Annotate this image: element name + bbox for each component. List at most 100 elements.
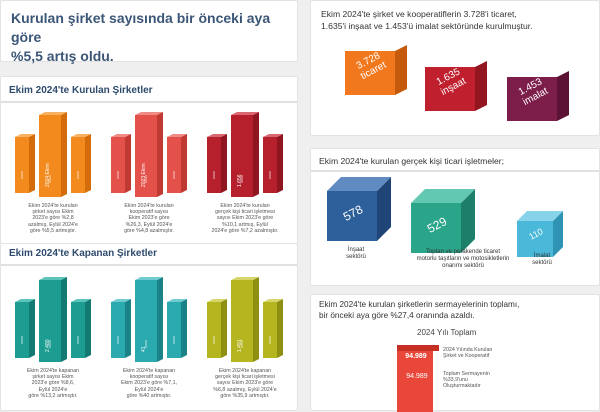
kurulan-group-1-bar-3-top <box>71 134 91 137</box>
kurulan-group-2-bar-3-side <box>181 134 187 193</box>
kurulan-group-1-bar-1-front <box>15 137 29 193</box>
kurulan-group-2-center-label: 2023 Ekim <box>141 163 147 187</box>
kapanan-group-1-bar-1-front <box>15 302 29 358</box>
kapanan-group-3-bar-1-top <box>207 299 227 302</box>
kurulan-group-1-bar-1-side <box>29 134 35 193</box>
sermaye-title: Ekim 2024'te kurulan şirketlerin sermaye… <box>319 300 520 320</box>
gercek-cube-2-front <box>411 203 461 253</box>
kurulan-card: Ekim 2024'te Kurulan Şirketler 2024 Ekim… <box>0 76 298 244</box>
kurulan-group-3-graphic <box>207 112 283 197</box>
gercek-cube-2-top <box>411 189 475 203</box>
kapanan-group-1-center-label: 2.480 <box>45 339 51 352</box>
kapanan-group-1-bar-2-front <box>39 280 61 362</box>
kurulan-group-2-caption: Ekim 2024'te kurulan kooperatif sayısı E… <box>124 203 174 234</box>
sermaye-subtitle: 2024 Yılı Toplam <box>417 328 477 337</box>
gercek-cube-3-front <box>517 221 553 257</box>
sektor-box-3-side <box>557 71 569 121</box>
kapanan-group-3-bar-1-side <box>221 299 227 358</box>
kurulan-divider <box>1 101 297 103</box>
kurulan-group-1-bar-3-side <box>85 134 91 193</box>
kurulan-group-3-caption: Ekim 2024'te kurulan gerçek kişi ticari … <box>211 203 279 234</box>
kapanan-group-3-bar-3-side <box>277 299 283 358</box>
gercek-card: Ekim 2024'te kurulan gerçek kişi ticari … <box>310 148 600 286</box>
kurulan-group-1-caption: Ekim 2024'te kurulan şirket sayısı Ekim … <box>28 203 78 234</box>
kapanan-group-1-bar-3-front <box>71 302 85 358</box>
kurulan-group-2-bar-3-front <box>167 137 181 193</box>
kapanan-group-2-bar-3-front <box>167 302 181 358</box>
sermaye-bar <box>397 350 433 412</box>
kapanan-group-2-bar-2-front <box>135 280 157 362</box>
sermaye-card: Ekim 2024'te kurulan şirketlerin sermaye… <box>310 294 600 412</box>
kurulan-group-1-bar-2-side <box>61 112 67 197</box>
kapanan-card: Ekim 2024'te Kapanan Şirketler 2.480 Ekim… <box>0 244 298 411</box>
kapanan-group-1-bar-3-top <box>71 299 91 302</box>
kurulan-title: Ekim 2024'te Kurulan Şirketler <box>9 85 153 96</box>
kapanan-group-3-graphic <box>207 277 283 362</box>
kurulan-group-3-bar-3-side <box>277 134 283 193</box>
gercek-cube-1-front <box>327 191 377 241</box>
kurulan-group-3-bar-2-front <box>231 115 253 197</box>
sektor-box-1-side <box>395 45 407 95</box>
sermaye-label-top: 2024 Yılında Kurulan Şirket ve Kooperati… <box>443 347 493 360</box>
kurulan-group-2-bar-1-top <box>111 134 131 137</box>
kurulan-group-3-bar-1-side <box>221 134 227 193</box>
sektor-card: Ekim 2024'te şirket ve kooperatiflerin 3… <box>310 0 600 136</box>
kurulan-group-3-bar-1-front <box>207 137 221 193</box>
gercek-cube-2-graphic <box>411 189 475 253</box>
kurulan-group-3-bar-3-top <box>263 134 283 137</box>
kapanan-group-1-bar-1-side <box>29 299 35 358</box>
sermaye-value-mid: 94.989 <box>406 373 428 380</box>
gercek-divider <box>311 170 599 172</box>
kurulan-group-3-bar-2-top <box>231 112 259 115</box>
gercek-cube-3-side <box>553 211 563 257</box>
kurulan-group-1-graphic <box>15 112 91 197</box>
kapanan-group-3-caption: Ekim 2024'te kapanan gerçek kişi ticari … <box>213 368 277 399</box>
kapanan-divider <box>1 264 297 266</box>
kapanan-group-2-graphic <box>111 277 187 362</box>
sektor-box-3-graphic <box>507 71 569 121</box>
kapanan-group-3-bar-2-front <box>231 280 253 362</box>
kapanan-group-1-caption: Ekim 2024'te kapanan şirket sayısı Ekim … <box>26 368 80 399</box>
kurulan-group-2-bar-1-front <box>111 137 125 193</box>
kapanan-group-3-bar-3-top <box>263 299 283 302</box>
kurulan-group-3-bar-1-top <box>207 134 227 137</box>
kapanan-group-2-caption: Ekim 2024'te kapanan kooperatif sayısı E… <box>120 368 178 399</box>
kapanan-group-1-bar-2-top <box>39 277 67 280</box>
gercek-cube-3-top <box>517 211 563 221</box>
kurulan-group-1-center-label: 2024 Ekim <box>45 163 51 187</box>
sektor-box-3-front <box>507 77 557 121</box>
kurulan-group-2-bar-1-side <box>125 134 131 193</box>
kapanan-group-1-bar-1-top <box>15 299 35 302</box>
sektor-title: Ekim 2024'te şirket ve kooperatiflerin 3… <box>321 9 533 31</box>
header-title: Kurulan şirket sayısında bir önceki aya … <box>11 10 271 64</box>
gercek-cube-1-label: İnşaat sektörü <box>346 247 366 260</box>
kurulan-group-1-bar-2-top <box>39 112 67 115</box>
gercek-cube-1-side <box>377 177 391 241</box>
gercek-title: Ekim 2024'te kurulan gerçek kişi ticari … <box>319 156 505 166</box>
kapanan-group-2-bar-1-front <box>111 302 125 358</box>
kapanan-group-2-bar-2-side <box>157 277 163 362</box>
kurulan-group-3-bar-2-side <box>253 112 259 197</box>
kapanan-group-1-bar-2-side <box>61 277 67 362</box>
kurulan-group-2-bar-2-front <box>135 115 157 197</box>
kapanan-group-2-bar-2-top <box>135 277 163 280</box>
sektor-box-2-front <box>425 67 475 111</box>
kapanan-group-3-bar-1-front <box>207 302 221 358</box>
kurulan-group-2-bar-2-side <box>157 112 163 197</box>
sermaye-bar-top <box>397 345 439 351</box>
gercek-cube-2-label: Toptan ve perakende ticaret motorlu taşı… <box>416 249 510 269</box>
kapanan-group-2-bar-1-side <box>125 299 131 358</box>
gercek-cube-1-top <box>327 177 391 191</box>
sektor-box-2-side <box>475 61 487 111</box>
kapanan-group-2-bar-1-top <box>111 299 131 302</box>
gercek-cube-3-label: İmalat sektörü <box>532 253 552 266</box>
kapanan-group-1-graphic <box>15 277 91 362</box>
kapanan-group-2-bar-3-top <box>167 299 187 302</box>
kapanan-group-3-center-label: 1.491 <box>237 339 243 352</box>
header-card: Kurulan şirket sayısında bir önceki aya … <box>0 0 298 64</box>
kapanan-group-3-bar-2-side <box>253 277 259 362</box>
kapanan-group-1-bar-3-side <box>85 299 91 358</box>
kurulan-group-3-bar-3-front <box>263 137 277 193</box>
kapanan-group-3-bar-3-front <box>263 302 277 358</box>
kapanan-group-2-bar-3-side <box>181 299 187 358</box>
